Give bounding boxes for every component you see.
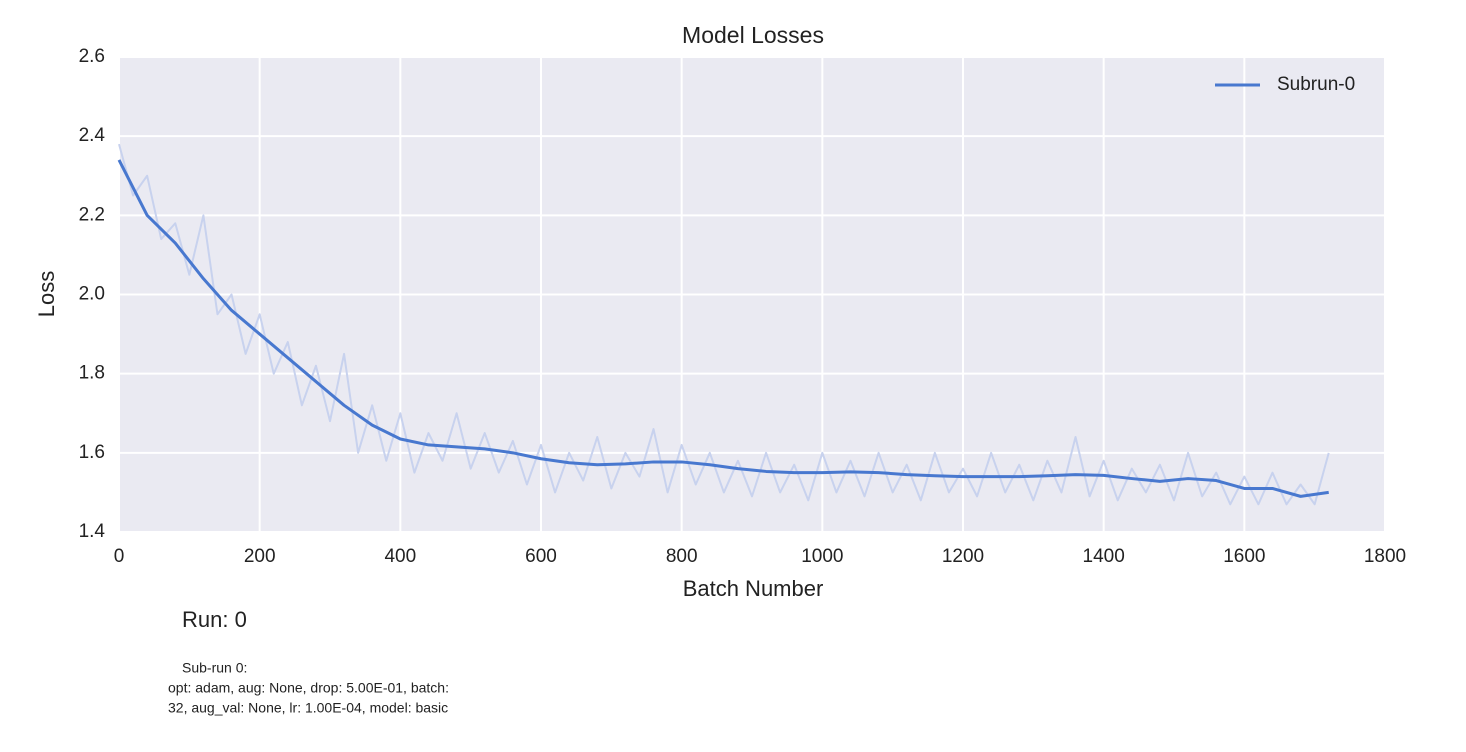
y-tick-label: 2.6 [79, 46, 105, 67]
x-tick-label: 1200 [942, 546, 984, 567]
y-tick-label: 2.4 [79, 125, 106, 146]
details-line: 32, aug_val: None, lr: 1.00E-04, model: … [168, 700, 448, 716]
chart-title: Model Losses [682, 22, 824, 48]
x-tick-label: 0 [114, 546, 125, 567]
x-axis-label: Batch Number [683, 576, 824, 601]
y-tick-label: 2.0 [79, 284, 105, 305]
x-tick-label: 800 [666, 546, 698, 567]
y-tick-label: 1.4 [79, 521, 106, 542]
y-axis-label: Loss [34, 271, 59, 317]
details-line: opt: adam, aug: None, drop: 5.00E-01, ba… [168, 680, 449, 696]
x-tick-label: 200 [244, 546, 276, 567]
details-line: Sub-run 0: [182, 660, 247, 676]
y-tick-label: 1.8 [79, 363, 105, 384]
legend-label: Subrun-0 [1277, 74, 1355, 95]
x-tick-label: 400 [384, 546, 416, 567]
y-tick-label: 2.2 [79, 204, 105, 225]
y-tick-label: 1.6 [79, 442, 105, 463]
x-tick-label: 1600 [1223, 546, 1265, 567]
x-tick-label: 600 [525, 546, 557, 567]
run-label: Run: 0 [182, 607, 247, 632]
x-tick-label: 1000 [801, 546, 843, 567]
x-tick-label: 1400 [1083, 546, 1125, 567]
x-tick-label: 1800 [1364, 546, 1406, 567]
smoothed-line [117, 159, 1329, 498]
